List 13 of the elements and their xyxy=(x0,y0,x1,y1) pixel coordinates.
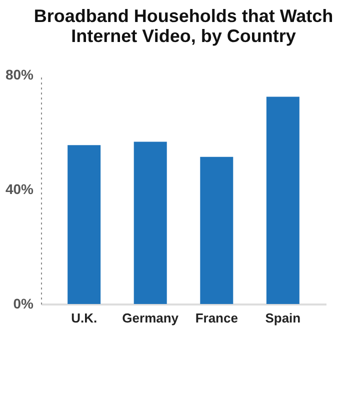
x-tick-label: Spain xyxy=(265,310,301,326)
text: Internet Video, by Country xyxy=(71,26,296,46)
y-tick-label: 40% xyxy=(5,181,34,197)
y-tick-label: 0% xyxy=(13,296,34,312)
x-tick-label: Germany xyxy=(122,310,180,326)
y-tick-label: 80% xyxy=(5,66,34,82)
bar xyxy=(68,145,101,304)
bar xyxy=(266,96,300,304)
bar xyxy=(134,142,167,304)
bar xyxy=(200,156,234,304)
text: Broadband Households that Watch xyxy=(34,6,334,26)
x-tick-label: U.K. xyxy=(71,310,98,326)
x-tick-label: France xyxy=(195,310,238,326)
